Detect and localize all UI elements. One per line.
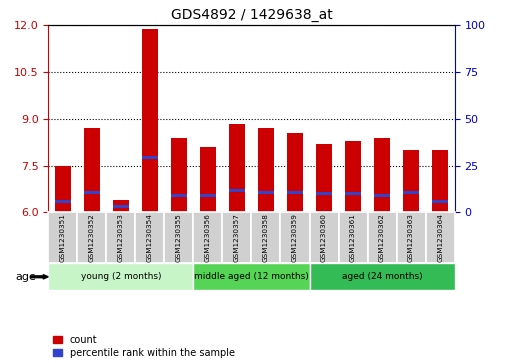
FancyBboxPatch shape bbox=[223, 212, 251, 263]
Text: middle aged (12 months): middle aged (12 months) bbox=[194, 272, 309, 281]
Bar bbox=[171, 194, 187, 197]
Bar bbox=[345, 141, 361, 212]
FancyBboxPatch shape bbox=[48, 263, 194, 290]
FancyBboxPatch shape bbox=[165, 212, 194, 263]
Text: GSM1230356: GSM1230356 bbox=[205, 213, 211, 262]
Bar bbox=[55, 166, 71, 212]
FancyBboxPatch shape bbox=[368, 212, 397, 263]
FancyBboxPatch shape bbox=[48, 212, 77, 263]
Bar bbox=[403, 191, 419, 194]
Bar bbox=[258, 191, 274, 194]
Bar bbox=[55, 200, 71, 203]
Text: age: age bbox=[15, 272, 36, 282]
Text: GSM1230361: GSM1230361 bbox=[350, 213, 356, 262]
Bar bbox=[200, 147, 216, 212]
Text: GSM1230355: GSM1230355 bbox=[176, 213, 182, 262]
Text: GSM1230360: GSM1230360 bbox=[321, 213, 327, 262]
Bar bbox=[287, 191, 303, 194]
Bar bbox=[432, 200, 448, 203]
FancyBboxPatch shape bbox=[309, 212, 338, 263]
Bar bbox=[113, 200, 129, 212]
Bar bbox=[84, 191, 100, 194]
Bar bbox=[316, 144, 332, 212]
Bar bbox=[142, 29, 158, 212]
FancyBboxPatch shape bbox=[194, 263, 309, 290]
Text: GSM1230363: GSM1230363 bbox=[408, 213, 414, 262]
Bar bbox=[374, 138, 390, 212]
Bar bbox=[113, 205, 129, 208]
Text: GSM1230351: GSM1230351 bbox=[60, 213, 66, 262]
Text: GSM1230357: GSM1230357 bbox=[234, 213, 240, 262]
Text: GSM1230362: GSM1230362 bbox=[379, 213, 385, 262]
Text: GSM1230364: GSM1230364 bbox=[437, 213, 443, 262]
Bar bbox=[171, 138, 187, 212]
Bar bbox=[229, 123, 245, 212]
Bar bbox=[374, 194, 390, 197]
Bar bbox=[258, 128, 274, 212]
Bar bbox=[316, 192, 332, 195]
FancyBboxPatch shape bbox=[77, 212, 106, 263]
FancyBboxPatch shape bbox=[106, 212, 135, 263]
Title: GDS4892 / 1429638_at: GDS4892 / 1429638_at bbox=[171, 8, 332, 22]
Legend: count, percentile rank within the sample: count, percentile rank within the sample bbox=[53, 335, 235, 358]
FancyBboxPatch shape bbox=[397, 212, 426, 263]
FancyBboxPatch shape bbox=[280, 212, 309, 263]
Text: aged (24 months): aged (24 months) bbox=[342, 272, 422, 281]
FancyBboxPatch shape bbox=[194, 212, 223, 263]
Bar bbox=[345, 192, 361, 195]
FancyBboxPatch shape bbox=[426, 212, 455, 263]
FancyBboxPatch shape bbox=[251, 212, 280, 263]
Text: GSM1230352: GSM1230352 bbox=[89, 213, 95, 262]
FancyBboxPatch shape bbox=[338, 212, 368, 263]
Bar bbox=[432, 150, 448, 212]
Text: GSM1230353: GSM1230353 bbox=[118, 213, 124, 262]
Bar bbox=[200, 194, 216, 197]
Bar bbox=[287, 133, 303, 212]
FancyBboxPatch shape bbox=[309, 263, 455, 290]
Bar bbox=[403, 150, 419, 212]
Text: GSM1230354: GSM1230354 bbox=[147, 213, 153, 262]
Bar bbox=[229, 189, 245, 192]
Text: GSM1230358: GSM1230358 bbox=[263, 213, 269, 262]
FancyBboxPatch shape bbox=[135, 212, 165, 263]
Text: young (2 months): young (2 months) bbox=[81, 272, 161, 281]
Bar bbox=[142, 156, 158, 159]
Bar bbox=[84, 128, 100, 212]
Text: GSM1230359: GSM1230359 bbox=[292, 213, 298, 262]
